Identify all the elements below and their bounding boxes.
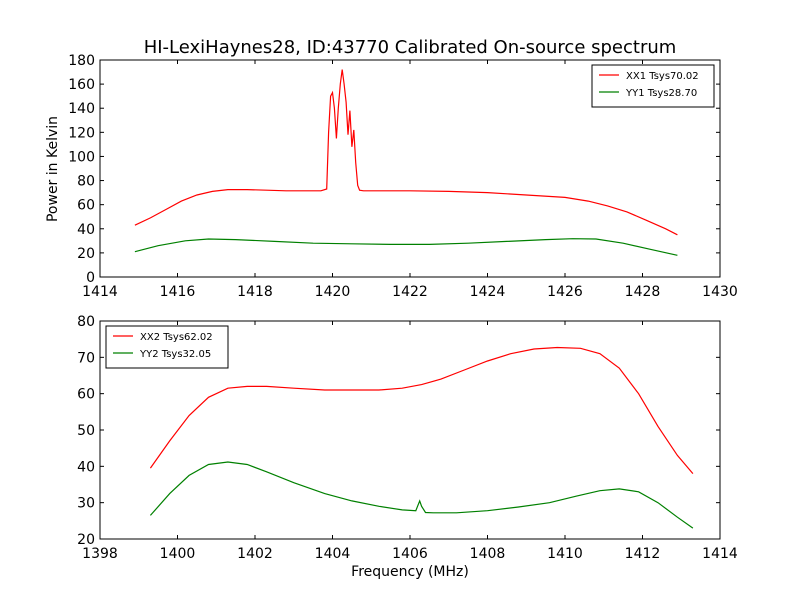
x-tick-label: 1402 (237, 546, 273, 562)
x-tick-label: 1422 (392, 284, 428, 300)
x-tick-label: 1406 (392, 546, 428, 562)
y-tick-label: 60 (77, 387, 95, 403)
y-tick-label: 100 (68, 149, 95, 165)
x-tick-label: 1404 (315, 546, 351, 562)
y-tick-label: 60 (77, 198, 95, 214)
legend-label: XX2 Tsys62.02 (140, 332, 213, 343)
x-tick-label: 1430 (702, 284, 738, 300)
y-tick-label: 80 (77, 314, 95, 330)
legend-1: XX1 Tsys70.02 YY1 Tsys28.70 (591, 64, 715, 108)
legend-2: XX2 Tsys62.02 YY2 Tsys32.05 (105, 325, 229, 369)
y-tick-label: 140 (68, 101, 95, 117)
x-tick-label: 1398 (82, 546, 118, 562)
legend-label: YY1 Tsys28.70 (625, 88, 697, 99)
y-tick-label: 80 (77, 174, 95, 190)
x-tick-label: 1418 (237, 284, 273, 300)
legend-label: XX1 Tsys70.02 (626, 71, 699, 82)
y-tick-label: 0 (86, 270, 95, 286)
y-axis-label: Power in Kelvin (45, 116, 61, 222)
x-tick-label: 1400 (160, 546, 196, 562)
figure-title: HI-LexiHaynes28, ID:43770 Calibrated On-… (144, 37, 677, 58)
x-tick-label: 1420 (315, 284, 351, 300)
y-tick-label: 160 (68, 77, 95, 93)
legend-box (105, 325, 229, 369)
series-line-1-1 (134, 69, 678, 236)
bottom-panel: 1398 1400 1402 1404 1406 1408 1410 1412 1414 20 30… (77, 314, 738, 562)
y-tick-label: 30 (77, 496, 95, 512)
x-tick-label: 1416 (160, 284, 196, 300)
y-tick-label: 120 (68, 125, 95, 141)
legend-label: YY2 Tsys32.05 (139, 349, 211, 360)
series-line-2-2 (149, 461, 694, 529)
x-tick-label: 1414 (82, 284, 118, 300)
top-panel: 1414 1416 1418 1420 1422 1424 1426 1428 1430 0 20 4… (68, 53, 738, 300)
y-tick-label: 40 (77, 222, 95, 238)
x-tick-label: 1408 (470, 546, 506, 562)
y-tick-label: 40 (77, 459, 95, 475)
series-line-2-1 (149, 346, 694, 474)
x-tick-label: 1426 (547, 284, 583, 300)
x-tick-label: 1412 (625, 546, 661, 562)
x-tick-label: 1424 (470, 284, 506, 300)
y-tick-label: 20 (77, 532, 95, 548)
x-axis-label: Frequency (MHz) (351, 564, 469, 580)
x-tick-label: 1414 (702, 546, 738, 562)
y-tick-label: 20 (77, 246, 95, 262)
y-tick-label: 70 (77, 350, 95, 366)
x-tick-label: 1428 (625, 284, 661, 300)
legend-box (591, 64, 715, 108)
x-tick-label: 1410 (547, 546, 583, 562)
series-line-1-2 (134, 238, 678, 256)
y-tick-label: 180 (68, 53, 95, 69)
y-tick-label: 50 (77, 423, 95, 439)
